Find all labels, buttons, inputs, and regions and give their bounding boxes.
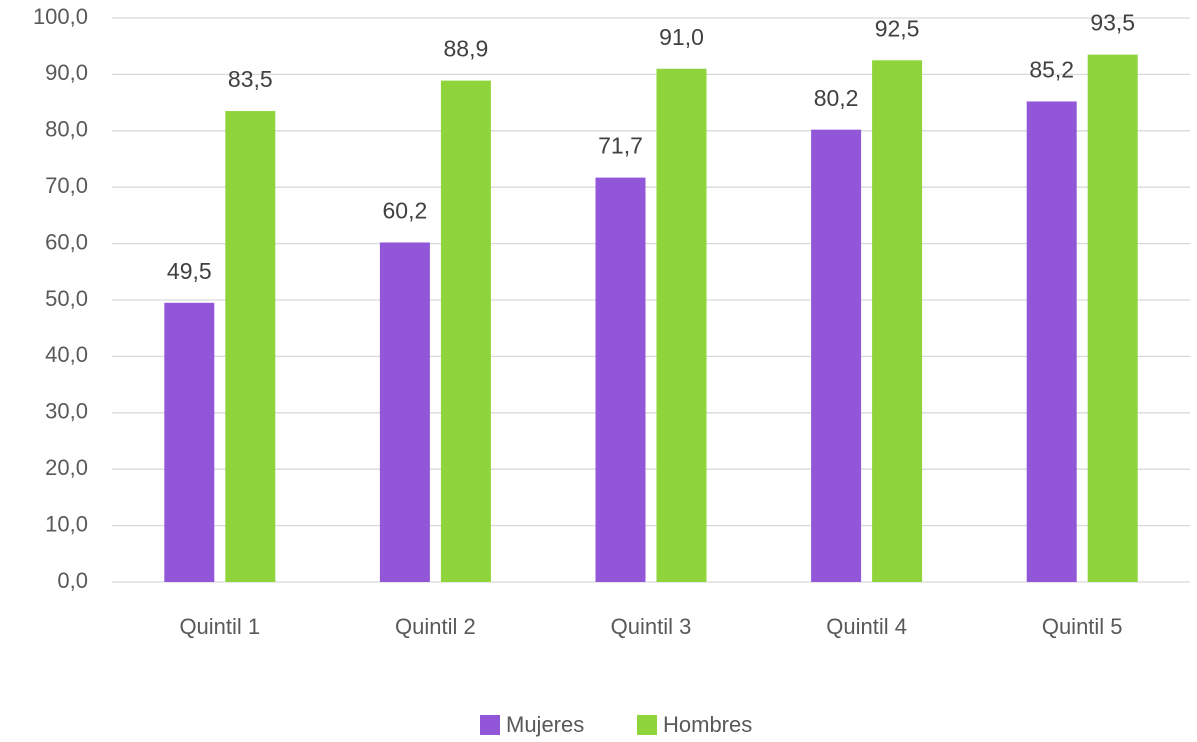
x-tick-label: Quintil 3 — [611, 614, 692, 639]
data-label: 83,5 — [228, 66, 273, 92]
bar — [225, 111, 276, 582]
legend-swatch — [480, 715, 500, 735]
y-tick-label: 30,0 — [45, 399, 88, 424]
bar — [811, 129, 862, 582]
bar — [872, 60, 923, 583]
data-label: 80,2 — [814, 85, 859, 111]
data-label: 71,7 — [598, 133, 643, 159]
y-tick-label: 80,0 — [45, 117, 88, 142]
data-label: 92,5 — [875, 15, 920, 41]
legend-swatch — [637, 715, 657, 735]
y-tick-label: 90,0 — [45, 60, 88, 85]
bar — [379, 242, 430, 583]
x-tick-label: Quintil 4 — [826, 614, 907, 639]
y-tick-label: 20,0 — [45, 455, 88, 480]
x-tick-label: Quintil 1 — [179, 614, 260, 639]
legend-label: Mujeres — [506, 712, 584, 737]
bar — [595, 177, 646, 582]
data-label: 85,2 — [1029, 57, 1074, 83]
data-label: 88,9 — [444, 36, 489, 62]
y-tick-label: 10,0 — [45, 511, 88, 536]
data-label: 91,0 — [659, 24, 704, 50]
y-tick-label: 70,0 — [45, 173, 88, 198]
bar — [1026, 101, 1077, 583]
bar — [1087, 54, 1138, 583]
y-tick-label: 40,0 — [45, 342, 88, 367]
y-tick-label: 100,0 — [33, 4, 88, 29]
x-tick-label: Quintil 5 — [1042, 614, 1123, 639]
legend-label: Hombres — [663, 712, 752, 737]
x-tick-label: Quintil 2 — [395, 614, 476, 639]
data-label: 93,5 — [1090, 10, 1135, 36]
y-tick-label: 60,0 — [45, 229, 88, 254]
bar — [440, 80, 491, 582]
bar — [656, 68, 707, 582]
data-label: 49,5 — [167, 258, 212, 284]
bar — [164, 302, 215, 582]
y-tick-label: 0,0 — [57, 568, 88, 593]
y-tick-label: 50,0 — [45, 286, 88, 311]
data-label: 60,2 — [383, 198, 428, 224]
